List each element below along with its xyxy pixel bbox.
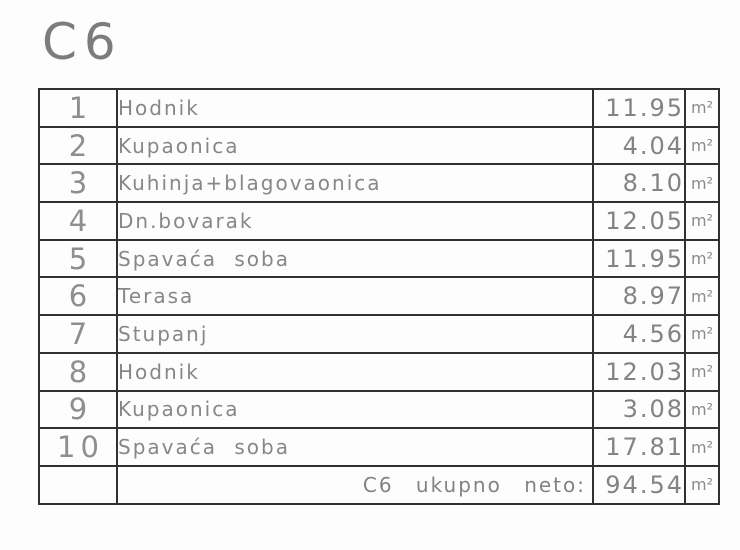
room-name: Dn.bovarak — [116, 201, 594, 241]
row-number: 9 — [38, 389, 118, 430]
area-unit: m² — [684, 351, 720, 392]
total-area-value: 94.54 — [592, 464, 686, 505]
room-name: Kuhinja+blagovaonica — [116, 163, 594, 204]
area-value: 12.03 — [592, 351, 686, 392]
area-value: 4.56 — [592, 314, 686, 354]
area-unit: m² — [684, 163, 720, 204]
row-number: 10 — [38, 427, 118, 467]
room-name: Terasa — [116, 276, 594, 317]
room-name: Hodnik — [116, 88, 594, 128]
row-number: 3 — [38, 163, 118, 204]
row-number: 7 — [38, 314, 118, 354]
room-name: Hodnik — [116, 351, 594, 392]
area-value: 3.08 — [592, 389, 686, 430]
total-label: C6 ukupno neto: — [116, 464, 594, 505]
table-row: 7 Stupanj 4.56 m² — [38, 314, 720, 354]
area-unit: m² — [684, 238, 720, 279]
row-number: 4 — [38, 201, 118, 241]
area-value: 12.05 — [592, 201, 686, 241]
area-value: 17.81 — [592, 427, 686, 467]
area-value: 8.97 — [592, 276, 686, 317]
table-row: 9 Kupaonica 3.08 m² — [38, 389, 720, 430]
row-number: 6 — [38, 276, 118, 317]
table-row: 2 Kupaonica 4.04 m² — [38, 125, 720, 166]
area-value: 8.10 — [592, 163, 686, 204]
table-row: 5 Spavaća soba 11.95 m² — [38, 238, 720, 279]
area-unit: m² — [684, 314, 720, 354]
apartment-label: C6 — [42, 13, 123, 71]
area-value: 11.95 — [592, 88, 686, 128]
row-number — [38, 464, 118, 505]
table-row: 1 Hodnik 11.95 m² — [38, 88, 720, 128]
table-row: 3 Kuhinja+blagovaonica 8.10 m² — [38, 163, 720, 204]
table-row: 10 Spavaća soba 17.81 m² — [38, 427, 720, 467]
room-name: Spavaća soba — [116, 427, 594, 467]
room-name: Kupaonica — [116, 389, 594, 430]
row-number: 2 — [38, 125, 118, 166]
table-body: 1 Hodnik 11.95 m² 2 Kupaonica 4.04 m² 3 … — [38, 88, 720, 505]
room-name: Kupaonica — [116, 125, 594, 166]
table-row: 8 Hodnik 12.03 m² — [38, 351, 720, 392]
row-number: 1 — [38, 88, 118, 128]
table-row: 4 Dn.bovarak 12.05 m² — [38, 201, 720, 241]
total-row: C6 ukupno neto: 94.54 m² — [38, 464, 720, 505]
area-unit: m² — [684, 464, 720, 505]
table-row: 6 Terasa 8.97 m² — [38, 276, 720, 317]
area-unit: m² — [684, 427, 720, 467]
area-value: 11.95 — [592, 238, 686, 279]
room-area-table: 1 Hodnik 11.95 m² 2 Kupaonica 4.04 m² 3 … — [38, 88, 720, 505]
area-unit: m² — [684, 389, 720, 430]
area-unit: m² — [684, 276, 720, 317]
room-name: Stupanj — [116, 314, 594, 354]
row-number: 8 — [38, 351, 118, 392]
area-unit: m² — [684, 125, 720, 166]
row-number: 5 — [38, 238, 118, 279]
area-unit: m² — [684, 88, 720, 128]
area-unit: m² — [684, 201, 720, 241]
room-name: Spavaća soba — [116, 238, 594, 279]
area-value: 4.04 — [592, 125, 686, 166]
